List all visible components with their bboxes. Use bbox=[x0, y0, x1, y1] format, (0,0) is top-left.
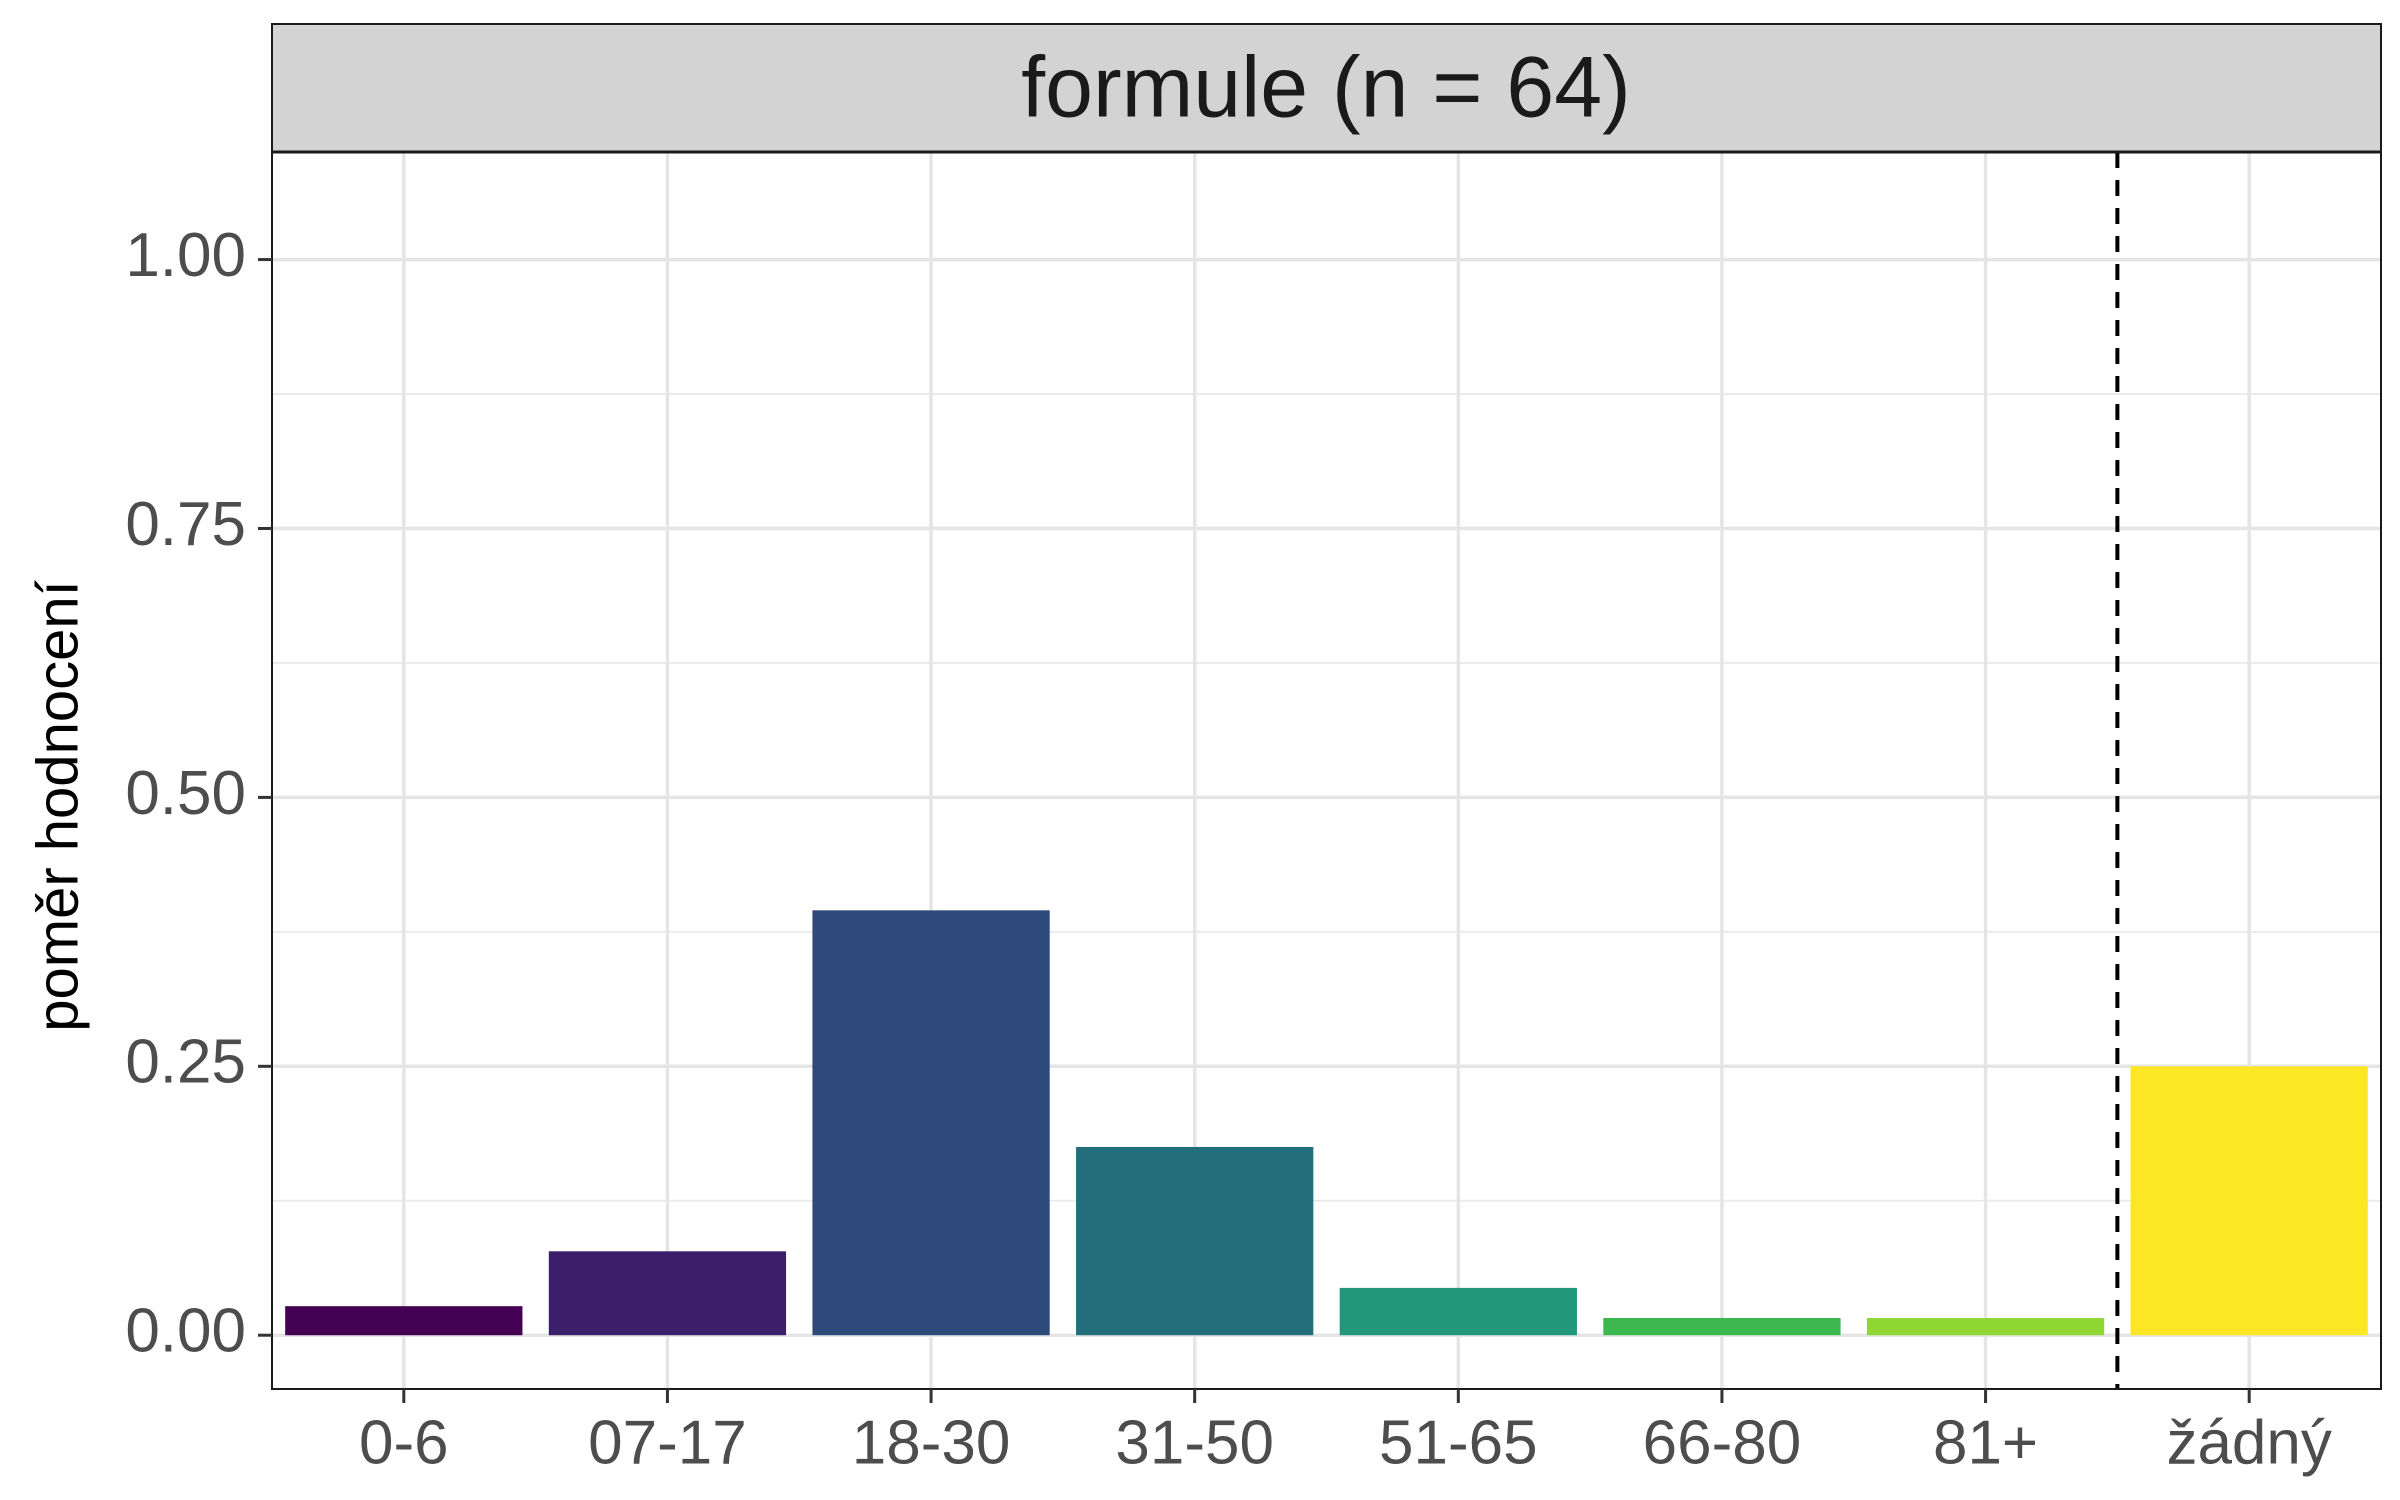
y-tick-label: 0.75 bbox=[125, 490, 246, 559]
y-tick-label: 0.00 bbox=[125, 1297, 246, 1366]
x-tick-label: 51-65 bbox=[1379, 1408, 1538, 1477]
x-tick-label: žádný bbox=[2166, 1408, 2331, 1477]
x-tick-label: 07-17 bbox=[588, 1408, 747, 1477]
bar-18-30 bbox=[812, 910, 1050, 1336]
bar-žádný bbox=[2130, 1066, 2368, 1336]
bar-0-6 bbox=[285, 1306, 523, 1336]
x-axis: 0-6 07-17 18-30 31-50 51-65 66-80 81+ žádný bbox=[359, 1389, 2332, 1477]
bar-66-80 bbox=[1603, 1318, 1841, 1336]
y-tick-label: 0.50 bbox=[125, 759, 246, 828]
x-tick-label: 0-6 bbox=[359, 1408, 449, 1477]
bar-31-50 bbox=[1076, 1146, 1314, 1336]
y-axis: 0.00 0.25 0.50 0.75 1.00 bbox=[125, 221, 272, 1366]
x-tick-label: 31-50 bbox=[1115, 1408, 1274, 1477]
panel-border bbox=[271, 23, 2382, 1390]
x-tick-label: 81+ bbox=[1933, 1408, 2038, 1477]
y-tick-label: 1.00 bbox=[125, 221, 246, 290]
bar-81+ bbox=[1866, 1318, 2105, 1336]
facet-title: formule (n = 64) bbox=[1021, 40, 1630, 136]
x-tick-label: 66-80 bbox=[1643, 1408, 1802, 1477]
y-axis-title: poměr hodnocení bbox=[25, 580, 90, 1031]
y-tick-label: 0.25 bbox=[125, 1028, 246, 1097]
bar-51-65 bbox=[1339, 1287, 1577, 1336]
grid-lines bbox=[272, 152, 2381, 1389]
bar-07-17 bbox=[548, 1251, 787, 1336]
facet-strip bbox=[272, 24, 2381, 152]
x-tick-label: 18-30 bbox=[852, 1408, 1011, 1477]
bars bbox=[285, 910, 2368, 1336]
plot-panel bbox=[272, 152, 2381, 1389]
